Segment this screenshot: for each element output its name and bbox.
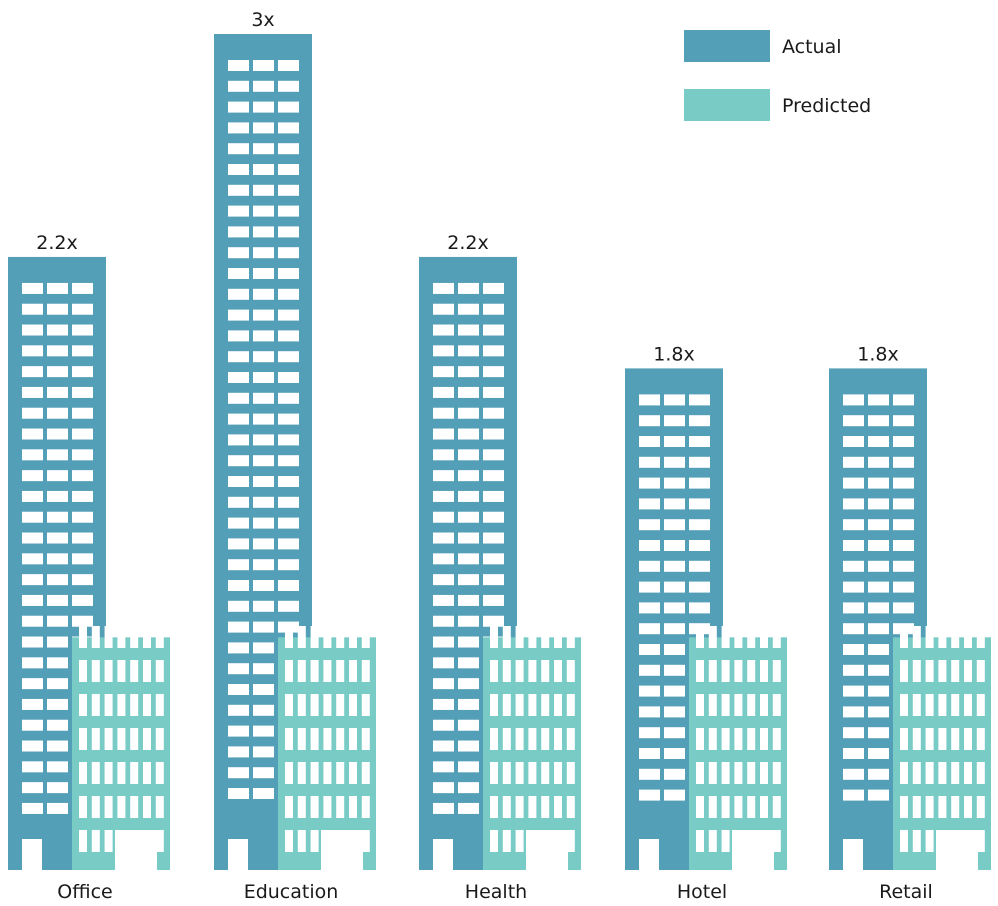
- legend-swatch-actual: [684, 30, 770, 62]
- value-label-hotel: 1.8x: [653, 343, 694, 365]
- entrance: [936, 830, 978, 870]
- labels-layer: 2.2x Office 3x Education 2.2x Health 1.8x Hotel…: [36, 9, 933, 903]
- door: [843, 839, 863, 870]
- door: [639, 839, 659, 870]
- entrance: [526, 830, 568, 870]
- door: [228, 839, 248, 870]
- bar-predicted-hotel: [689, 626, 787, 870]
- bar-predicted-health: [483, 626, 581, 870]
- value-label-health: 2.2x: [447, 232, 488, 254]
- value-label-retail: 1.8x: [857, 343, 898, 365]
- value-label-education: 3x: [251, 9, 274, 31]
- entrance: [732, 830, 774, 870]
- category-label-health: Health: [465, 881, 527, 903]
- category-label-hotel: Hotel: [677, 881, 727, 903]
- door: [22, 839, 42, 870]
- legend-label-actual: Actual: [782, 36, 842, 58]
- value-label-office: 2.2x: [36, 232, 77, 254]
- bar-predicted-education: [278, 626, 376, 870]
- category-label-retail: Retail: [879, 881, 933, 903]
- bar-predicted-office: [72, 626, 170, 870]
- legend: Actual Predicted: [684, 30, 871, 121]
- legend-swatch-predicted: [684, 89, 770, 121]
- bar-actual-retail: [829, 368, 927, 870]
- legend-label-predicted: Predicted: [782, 95, 871, 117]
- bar-predicted-retail: [893, 626, 991, 870]
- entrance: [321, 830, 363, 870]
- category-label-office: Office: [57, 881, 112, 903]
- buildings-layer: [8, 34, 991, 870]
- door: [433, 839, 453, 870]
- entrance: [115, 830, 157, 870]
- category-label-education: Education: [244, 881, 339, 903]
